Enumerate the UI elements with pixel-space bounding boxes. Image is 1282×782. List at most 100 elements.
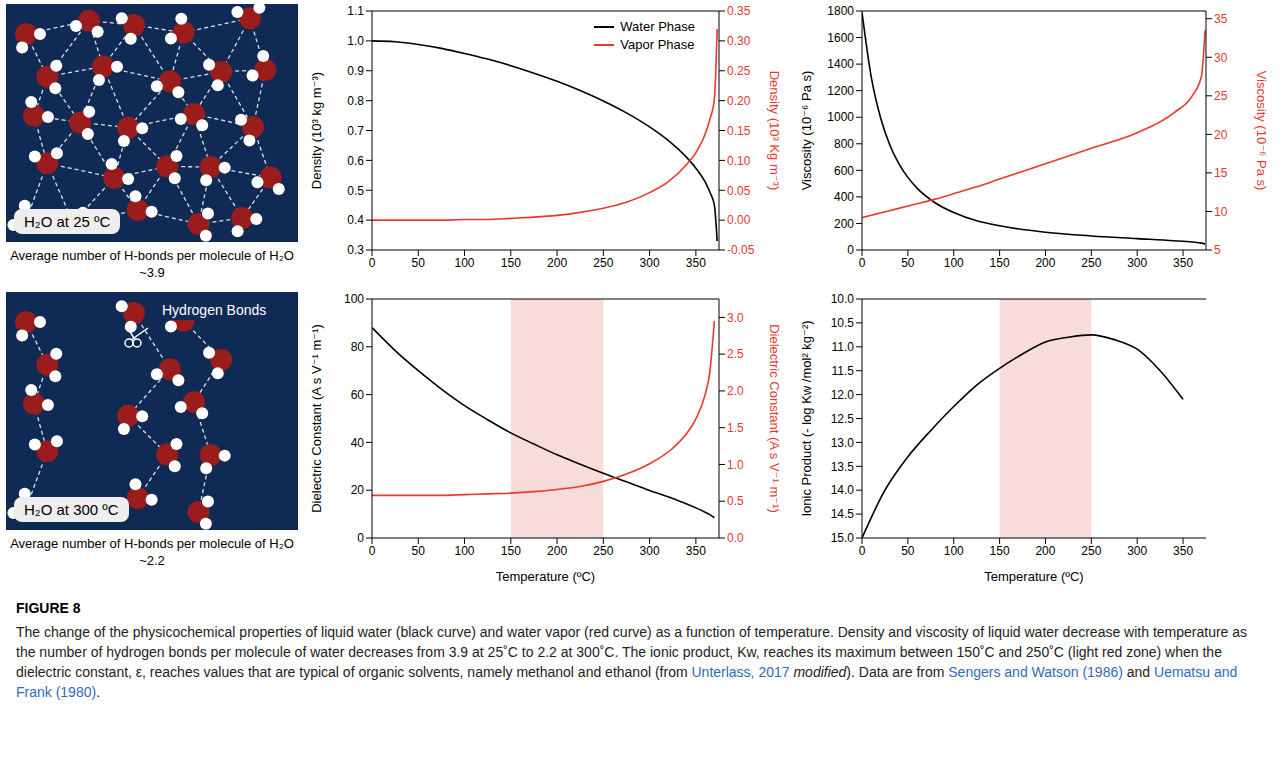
svg-text:Viscosity (10⁻⁶ Pa s): Viscosity (10⁻⁶ Pa s) (799, 71, 814, 191)
svg-text:200: 200 (547, 544, 567, 558)
svg-text:350: 350 (1173, 544, 1193, 558)
svg-text:200: 200 (1035, 256, 1055, 270)
svg-text:0: 0 (859, 256, 866, 270)
svg-text:0.15: 0.15 (727, 124, 751, 138)
svg-text:300: 300 (1127, 256, 1147, 270)
svg-text:0.00: 0.00 (727, 213, 751, 227)
svg-text:10: 10 (1214, 205, 1228, 219)
svg-text:0.20: 0.20 (727, 94, 751, 108)
svg-text:400: 400 (834, 190, 854, 204)
svg-text:100: 100 (344, 292, 364, 306)
svg-text:0: 0 (357, 531, 364, 545)
svg-text:11.0: 11.0 (832, 340, 855, 354)
svg-text:14.0: 14.0 (831, 483, 855, 497)
svg-text:Temperature (ºC): Temperature (ºC) (496, 569, 595, 584)
svg-text:0.10: 0.10 (727, 154, 751, 168)
svg-text:Ionic Product (- log Kw /mol²: Ionic Product (- log Kw /mol² kg⁻²) (799, 320, 814, 516)
svg-text:100: 100 (944, 256, 964, 270)
svg-text:35: 35 (1214, 12, 1228, 26)
svg-text:0: 0 (369, 256, 376, 270)
svg-text:20: 20 (1214, 128, 1228, 142)
svg-text:0: 0 (847, 243, 854, 257)
svg-text:1400: 1400 (827, 57, 854, 71)
svg-text:50: 50 (901, 544, 915, 558)
svg-text:300: 300 (640, 544, 660, 558)
svg-text:100: 100 (455, 256, 475, 270)
svg-text:50: 50 (412, 256, 426, 270)
svg-text:3.0: 3.0 (727, 311, 744, 325)
svg-text:150: 150 (501, 544, 521, 558)
svg-text:300: 300 (640, 256, 660, 270)
svg-text:200: 200 (547, 256, 567, 270)
svg-text:150: 150 (990, 544, 1010, 558)
svg-text:13.0: 13.0 (831, 436, 855, 450)
svg-text:0.9: 0.9 (347, 64, 364, 78)
svg-text:0.05: 0.05 (727, 184, 751, 198)
svg-text:50: 50 (412, 544, 426, 558)
svg-text:800: 800 (834, 137, 854, 151)
svg-text:300: 300 (1127, 544, 1147, 558)
svg-text:20: 20 (351, 483, 365, 497)
svg-text:0.4: 0.4 (347, 213, 364, 227)
svg-text:350: 350 (1173, 256, 1193, 270)
svg-text:14.5: 14.5 (831, 507, 855, 521)
svg-text:200: 200 (1035, 544, 1055, 558)
svg-text:150: 150 (990, 256, 1010, 270)
svg-text:0: 0 (859, 544, 866, 558)
svg-text:100: 100 (455, 544, 475, 558)
svg-text:15.0: 15.0 (831, 531, 855, 545)
svg-text:Temperature (ºC): Temperature (ºC) (984, 569, 1083, 584)
svg-text:1.0: 1.0 (347, 34, 364, 48)
svg-text:0.7: 0.7 (347, 124, 364, 138)
svg-text:40: 40 (351, 436, 365, 450)
svg-text:80: 80 (351, 340, 365, 354)
svg-text:5: 5 (1214, 243, 1221, 257)
svg-text:2.5: 2.5 (727, 347, 744, 361)
svg-text:11.5: 11.5 (832, 364, 855, 378)
svg-text:250: 250 (593, 256, 613, 270)
svg-text:1800: 1800 (827, 4, 854, 18)
svg-text:0.5: 0.5 (727, 494, 744, 508)
svg-text:0.25: 0.25 (727, 64, 751, 78)
svg-text:250: 250 (1081, 544, 1101, 558)
svg-text:0: 0 (369, 544, 376, 558)
svg-text:12.5: 12.5 (831, 412, 855, 426)
svg-text:Dielectric Constant (A s V⁻¹ m: Dielectric Constant (A s V⁻¹ m⁻¹) (767, 324, 782, 513)
svg-text:0.30: 0.30 (727, 34, 751, 48)
svg-text:1.5: 1.5 (727, 421, 744, 435)
svg-text:600: 600 (834, 164, 854, 178)
svg-text:1.1: 1.1 (347, 4, 364, 18)
svg-text:60: 60 (351, 388, 365, 402)
svg-text:15: 15 (1214, 166, 1228, 180)
svg-text:1200: 1200 (827, 84, 854, 98)
svg-text:30: 30 (1214, 51, 1228, 65)
svg-text:Density (10³ Kg m⁻³): Density (10³ Kg m⁻³) (767, 71, 782, 191)
svg-text:1600: 1600 (827, 31, 854, 45)
svg-text:350: 350 (686, 544, 706, 558)
svg-text:150: 150 (501, 256, 521, 270)
svg-text:350: 350 (686, 256, 706, 270)
svg-text:0.6: 0.6 (347, 154, 364, 168)
svg-text:0.35: 0.35 (727, 4, 751, 18)
svg-text:0.0: 0.0 (727, 531, 744, 545)
svg-text:50: 50 (901, 256, 915, 270)
svg-text:12.0: 12.0 (831, 388, 855, 402)
svg-text:13.5: 13.5 (831, 460, 855, 474)
svg-text:0.3: 0.3 (347, 243, 364, 257)
svg-text:0.8: 0.8 (347, 94, 364, 108)
svg-text:250: 250 (593, 544, 613, 558)
svg-text:200: 200 (834, 217, 854, 231)
svg-text:0.5: 0.5 (347, 184, 364, 198)
svg-text:2.0: 2.0 (727, 384, 744, 398)
svg-text:10.5: 10.5 (831, 316, 855, 330)
svg-text:Dielectric Constant (A s V⁻¹ m: Dielectric Constant (A s V⁻¹ m⁻¹) (309, 324, 324, 513)
svg-text:Density (10³ kg m⁻³): Density (10³ kg m⁻³) (309, 72, 324, 189)
svg-text:250: 250 (1081, 256, 1101, 270)
svg-text:-0.05: -0.05 (727, 243, 755, 257)
svg-text:25: 25 (1214, 89, 1228, 103)
svg-text:100: 100 (944, 544, 964, 558)
svg-text:10.0: 10.0 (831, 292, 855, 306)
svg-text:Viscosity (10⁻⁶ Pa s): Viscosity (10⁻⁶ Pa s) (1254, 71, 1269, 191)
svg-text:1.0: 1.0 (727, 458, 744, 472)
svg-text:1000: 1000 (827, 110, 854, 124)
